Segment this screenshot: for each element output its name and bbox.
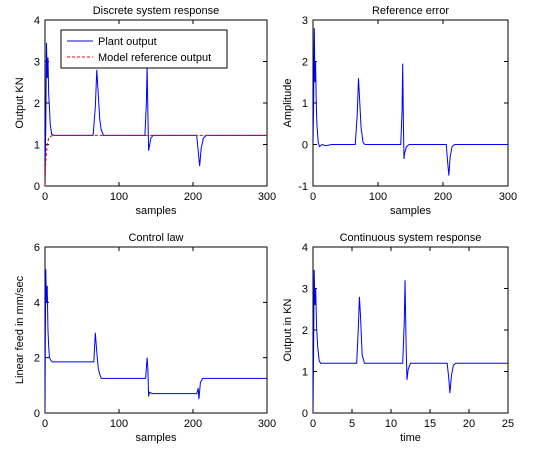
x-axis-label: samples [136,205,177,217]
y-tick-label: 0 [34,181,40,193]
x-tick-label: 10 [385,418,397,430]
x-axis-label: samples [390,205,431,217]
legend-box [60,29,228,69]
x-tick-label: 100 [110,191,128,203]
y-tick-label: 1 [302,98,308,110]
chart-title: Reference error [372,5,449,17]
series-line-0 [45,269,267,413]
chart-panel-0: 0 100 200 300 0 1 2 3 4 Discrete system response s… [14,5,276,217]
x-tick-label: 300 [499,191,517,203]
x-tick-label: 0 [42,191,48,203]
x-tick-label: 0 [310,418,316,430]
legend-entry: Model reference output [98,52,211,64]
x-tick-label: 20 [463,418,475,430]
plot-frame [312,19,509,187]
y-axis-label: Linear feed in mm/sec [14,275,26,384]
y-tick-label: 2 [302,325,308,337]
y-tick-label: 0 [34,408,40,420]
x-tick-label: 200 [434,191,452,203]
x-tick-label: 100 [369,191,387,203]
y-tick-label: 2 [302,57,308,69]
x-tick-label: 25 [502,418,514,430]
chart-panel-3: 0 5 10 15 20 25 0 1 2 3 4 Continuous system respons… [282,232,514,444]
y-tick-label: 4 [34,297,40,309]
y-tick-label: 0 [302,140,308,152]
plot-frame [44,246,268,414]
x-axis-label: time [400,432,421,444]
x-tick-label: 200 [184,191,202,203]
y-tick-label: 2 [34,353,40,365]
series-line-0 [313,269,508,413]
y-tick-label: -1 [298,181,308,193]
x-tick-label: 100 [110,418,128,430]
x-axis-label: samples [136,432,177,444]
y-axis-label: Output in KN [282,298,294,361]
x-tick-label: 0 [310,191,316,203]
x-tick-label: 200 [184,418,202,430]
y-tick-label: 1 [34,140,40,152]
y-tick-label: 2 [34,98,40,110]
chart-panel-2: 0 100 200 300 0 2 4 6 Control law samples Linear f… [14,232,276,444]
legend: Plant output Model reference output [60,29,228,69]
y-axis-label: Amplitude [282,79,294,128]
legend-entry: Plant output [98,36,157,48]
series-line-0 [45,42,267,186]
y-axis-label: Output KN [14,77,26,128]
series-line-1 [45,134,267,186]
chart-title: Continuous system response [340,232,482,244]
x-tick-label: 300 [258,191,276,203]
chart-title: Discrete system response [93,5,220,17]
y-tick-label: 6 [34,242,40,254]
y-tick-label: 1 [302,367,308,379]
y-tick-label: 4 [302,242,308,254]
x-tick-label: 0 [42,418,48,430]
chart-title: Control law [128,232,183,244]
series-line-0 [313,28,508,176]
y-tick-label: 3 [34,57,40,69]
y-tick-label: 3 [302,284,308,296]
x-tick-label: 15 [424,418,436,430]
y-tick-label: 4 [34,15,40,27]
plot-frame [312,246,509,414]
y-tick-label: 3 [302,15,308,27]
x-tick-label: 5 [349,418,355,430]
x-tick-label: 300 [258,418,276,430]
y-tick-label: 0 [302,408,308,420]
